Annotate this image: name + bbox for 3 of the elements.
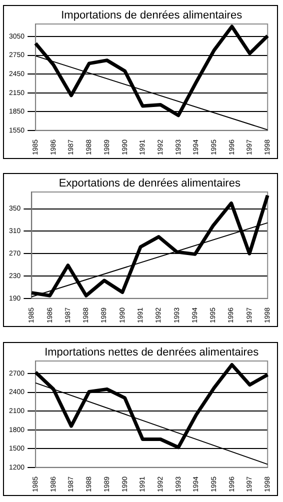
chart-title: Importations nettes de denrées alimentaires bbox=[44, 346, 260, 359]
chart-title: Exportations de denrées alimentaires bbox=[58, 178, 241, 190]
chart-title: Importations de denrées alimentaires bbox=[61, 10, 243, 22]
